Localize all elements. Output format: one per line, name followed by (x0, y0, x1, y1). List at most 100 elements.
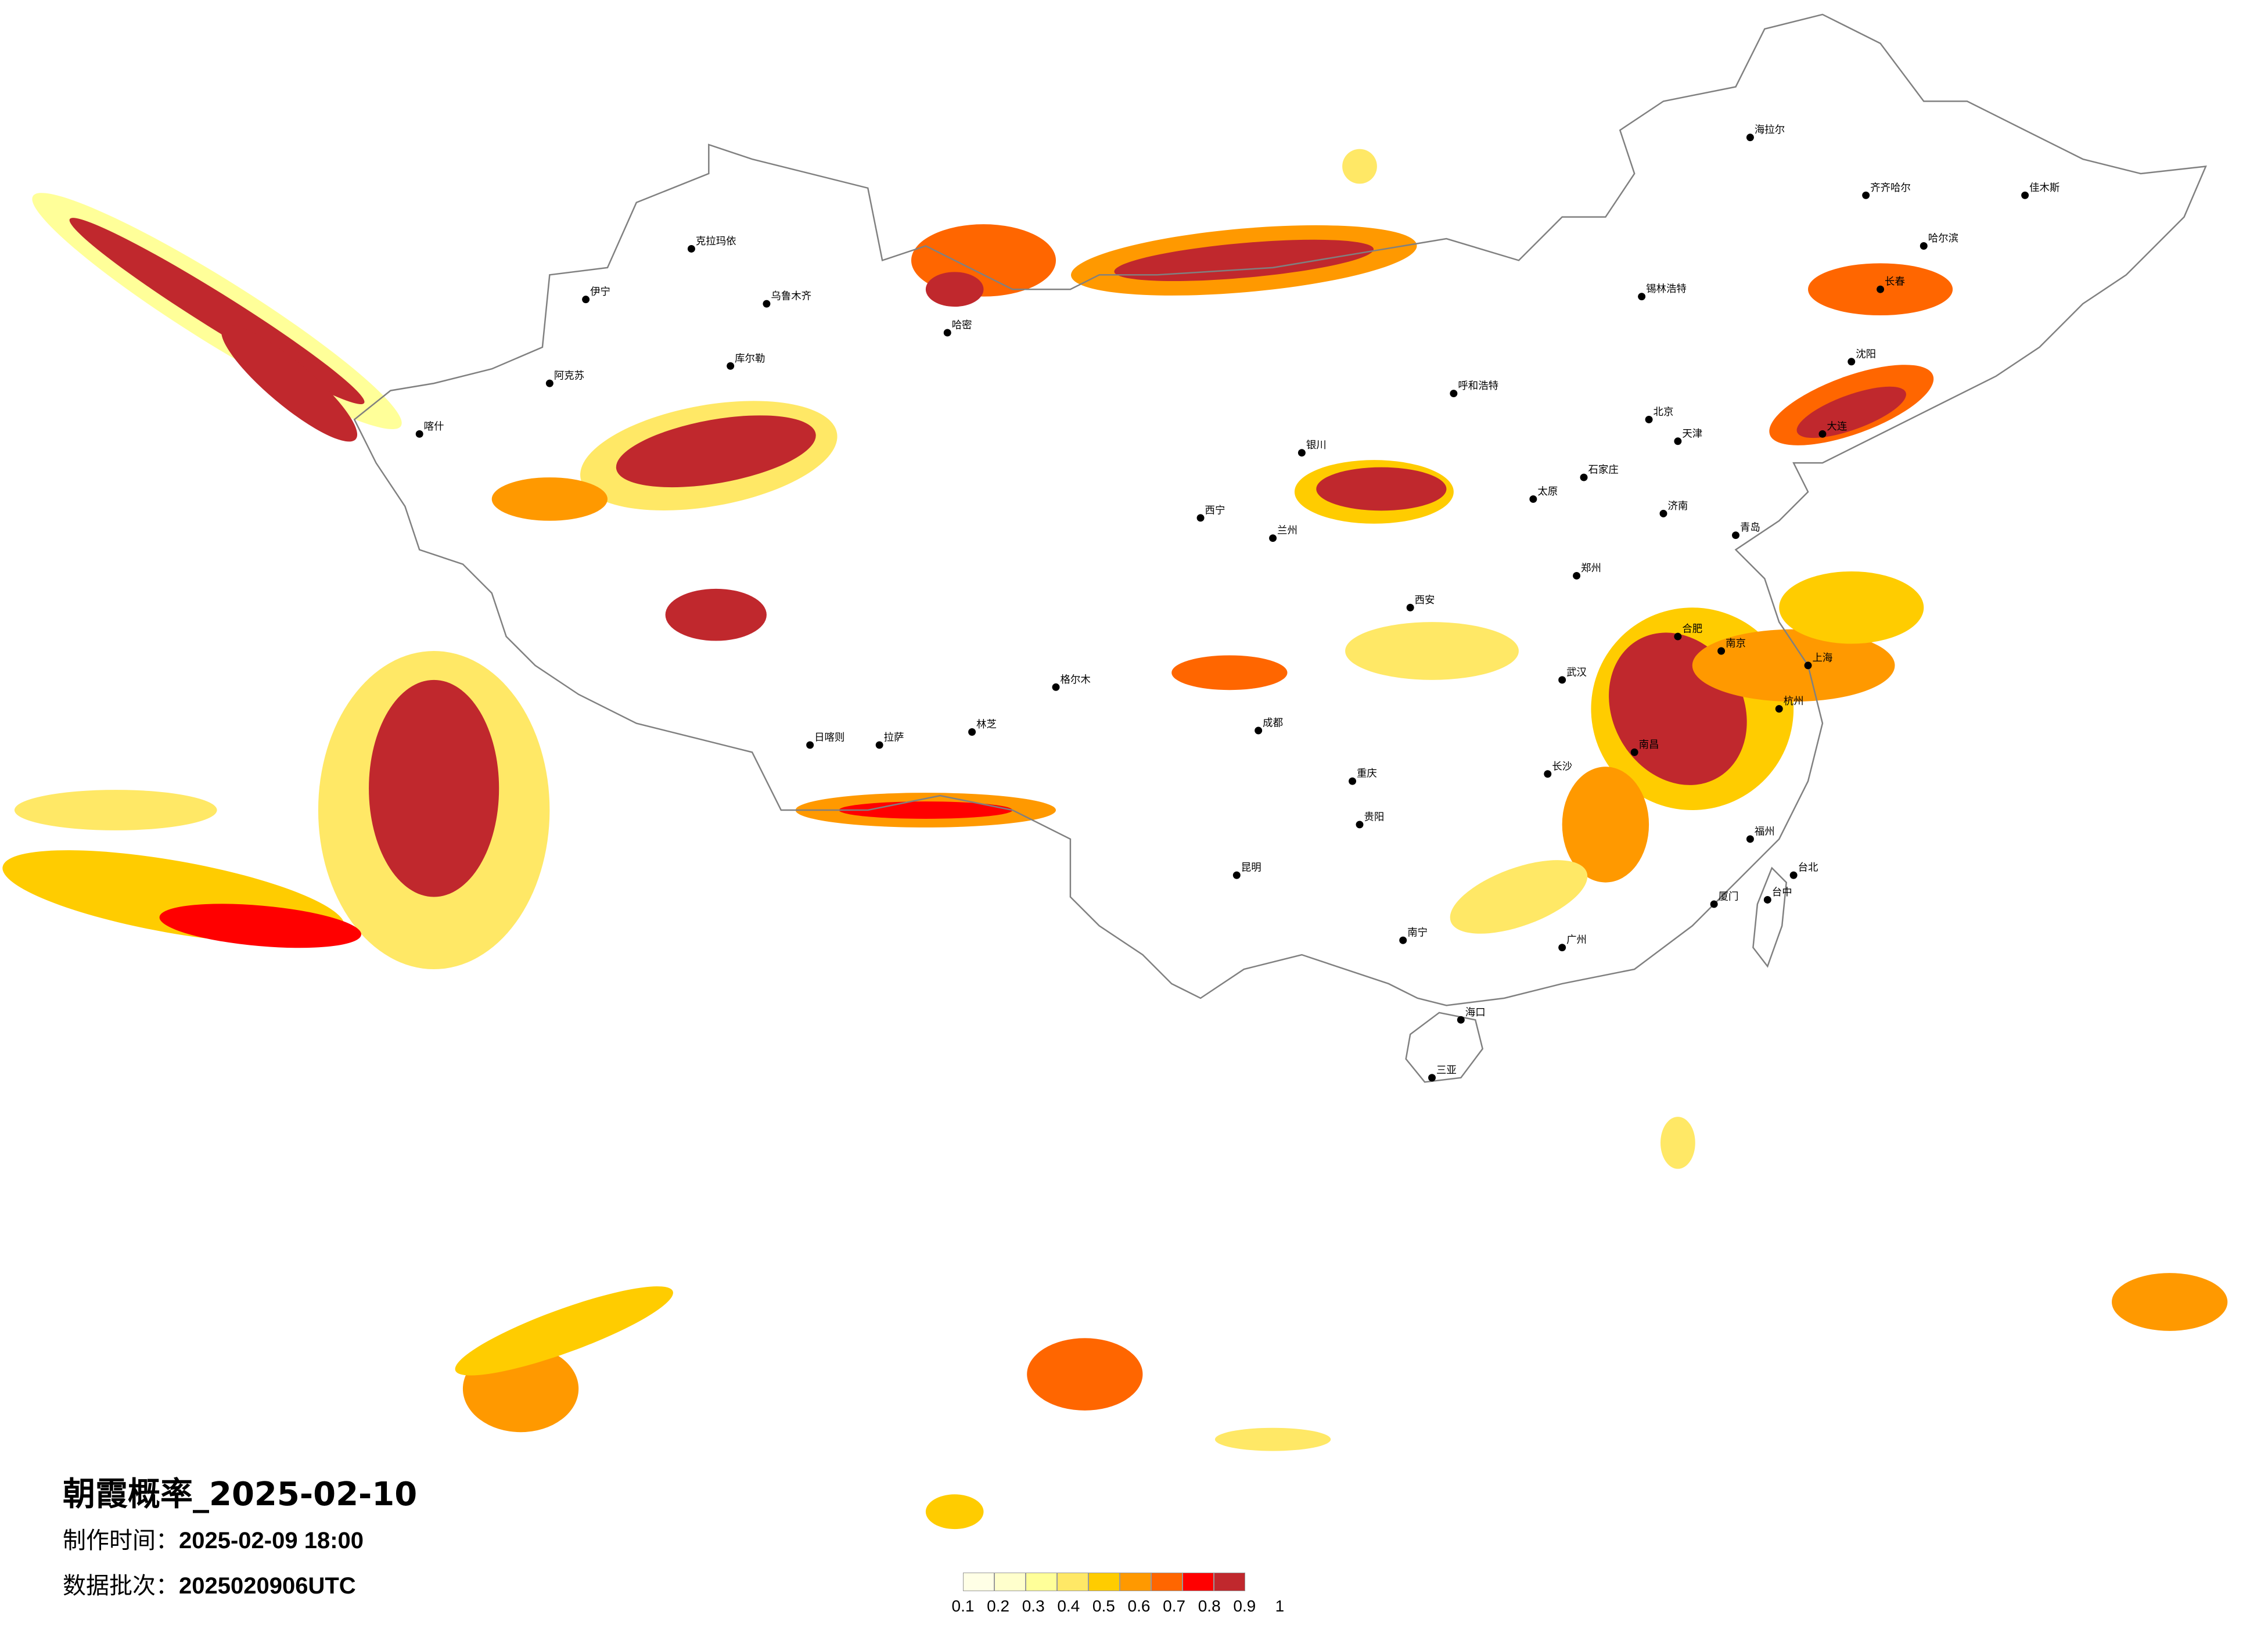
city-dot (968, 728, 976, 736)
city-label: 喀什 (424, 421, 444, 433)
city-label: 成都 (1263, 718, 1283, 729)
city-dot (1399, 936, 1407, 944)
city-dot (1638, 293, 1646, 301)
probability-area (1562, 767, 1649, 883)
city-label: 南京 (1726, 638, 1746, 650)
city-label: 兰州 (1277, 525, 1297, 537)
made-time-row: 制作时间：2025-02-09 18:00 (63, 1521, 364, 1555)
city-label: 南宁 (1407, 927, 1428, 939)
legend-tick: 0.2 (987, 1597, 1010, 1615)
city-dot (1457, 1016, 1465, 1024)
city-label: 南昌 (1639, 739, 1659, 751)
city-dot (1674, 632, 1682, 641)
probability-area (369, 679, 499, 897)
city-label: 锡林浩特 (1646, 283, 1687, 295)
city-dot (415, 430, 423, 438)
probability-area (455, 1286, 673, 1376)
city-label: 克拉玛依 (696, 236, 736, 247)
legend-tick: 1 (1275, 1597, 1285, 1615)
city-label: 海拉尔 (1755, 124, 1785, 136)
city-label: 长沙 (1552, 761, 1572, 772)
city-label: 三亚 (1436, 1064, 1457, 1076)
city-dot (1920, 242, 1928, 250)
city-dot (1804, 661, 1812, 670)
color-legend (963, 1573, 1245, 1591)
city-dot (1862, 191, 1870, 199)
batch: 2025020906UTC (179, 1573, 356, 1599)
city-label: 齐齐哈尔 (1870, 182, 1911, 194)
city-dot (727, 362, 735, 370)
city-label: 台北 (1798, 862, 1818, 874)
legend-swatch (1057, 1573, 1088, 1591)
probability-area (159, 904, 361, 948)
city-dot (1732, 531, 1739, 539)
city-dot (1052, 683, 1060, 691)
probability-area (1027, 1338, 1143, 1411)
probability-area (1779, 571, 1924, 644)
city-label: 库尔勒 (735, 353, 765, 365)
probability-area (665, 588, 767, 641)
city-dot (1818, 430, 1827, 438)
legend-swatch (1182, 1573, 1214, 1591)
city-dot (1232, 871, 1241, 879)
probability-area (1345, 622, 1519, 680)
city-dot (1450, 390, 1458, 398)
city-dot (1297, 449, 1306, 457)
city-label: 海口 (1465, 1007, 1486, 1019)
city-label: 福州 (1755, 826, 1775, 837)
city-dot (1746, 134, 1754, 142)
city-dot (2021, 191, 2029, 199)
probability-area (2112, 1273, 2228, 1331)
made-time: 2025-02-09 18:00 (179, 1528, 364, 1553)
legend-tick: 0.8 (1198, 1597, 1221, 1615)
city-dot (1645, 415, 1653, 423)
city-label: 广州 (1566, 934, 1587, 946)
city-label: 北京 (1654, 406, 1674, 418)
probability-area (1450, 860, 1588, 934)
city-dot (1406, 603, 1414, 611)
city-label: 济南 (1667, 501, 1688, 512)
legend-tick: 0.7 (1163, 1597, 1186, 1615)
probability-area (925, 272, 984, 307)
city-label: 沈阳 (1856, 348, 1876, 360)
city-label: 杭州 (1784, 696, 1804, 707)
city-dot (943, 329, 951, 337)
city-dot (582, 296, 590, 304)
city-label: 合肥 (1682, 624, 1702, 635)
city-dot (1848, 358, 1856, 366)
city-dot (687, 244, 695, 253)
legend-tick: 0.1 (951, 1597, 975, 1615)
probability-area (1316, 467, 1447, 511)
city-dot (545, 379, 553, 387)
city-dot (1558, 944, 1566, 952)
legend-swatch (1214, 1573, 1245, 1591)
city-dot (1877, 285, 1885, 293)
city-label: 太原 (1537, 486, 1558, 498)
legend-swatch (963, 1573, 994, 1591)
probability-area (1692, 629, 1895, 702)
probability-area (221, 325, 358, 442)
city-label: 昆明 (1241, 862, 1261, 874)
legend-tick: 0.3 (1022, 1597, 1045, 1615)
legend-ticks: 0.1 0.2 0.3 0.4 0.5 0.6 0.7 0.8 0.9 1 (951, 1597, 1324, 1620)
city-dot (1529, 495, 1537, 503)
city-dot (1746, 835, 1754, 843)
city-label: 贵阳 (1364, 811, 1384, 823)
city-label: 西宁 (1205, 505, 1225, 516)
legend-swatch (1120, 1573, 1151, 1591)
probability-area (1660, 1117, 1695, 1169)
city-dot (806, 741, 814, 749)
city-label: 大连 (1827, 421, 1847, 433)
legend-tick: 0.9 (1233, 1597, 1256, 1615)
city-dot (1255, 726, 1263, 735)
city-label: 武汉 (1566, 667, 1587, 678)
city-dot (1269, 534, 1277, 542)
city-label: 伊宁 (590, 286, 610, 298)
city-dot (1428, 1074, 1436, 1082)
batch-row: 数据批次：2025020906UTC (63, 1567, 356, 1600)
city-label: 重庆 (1357, 768, 1377, 780)
city-dot (1349, 777, 1357, 785)
legend-swatch (1151, 1573, 1182, 1591)
probability-area (69, 218, 365, 405)
